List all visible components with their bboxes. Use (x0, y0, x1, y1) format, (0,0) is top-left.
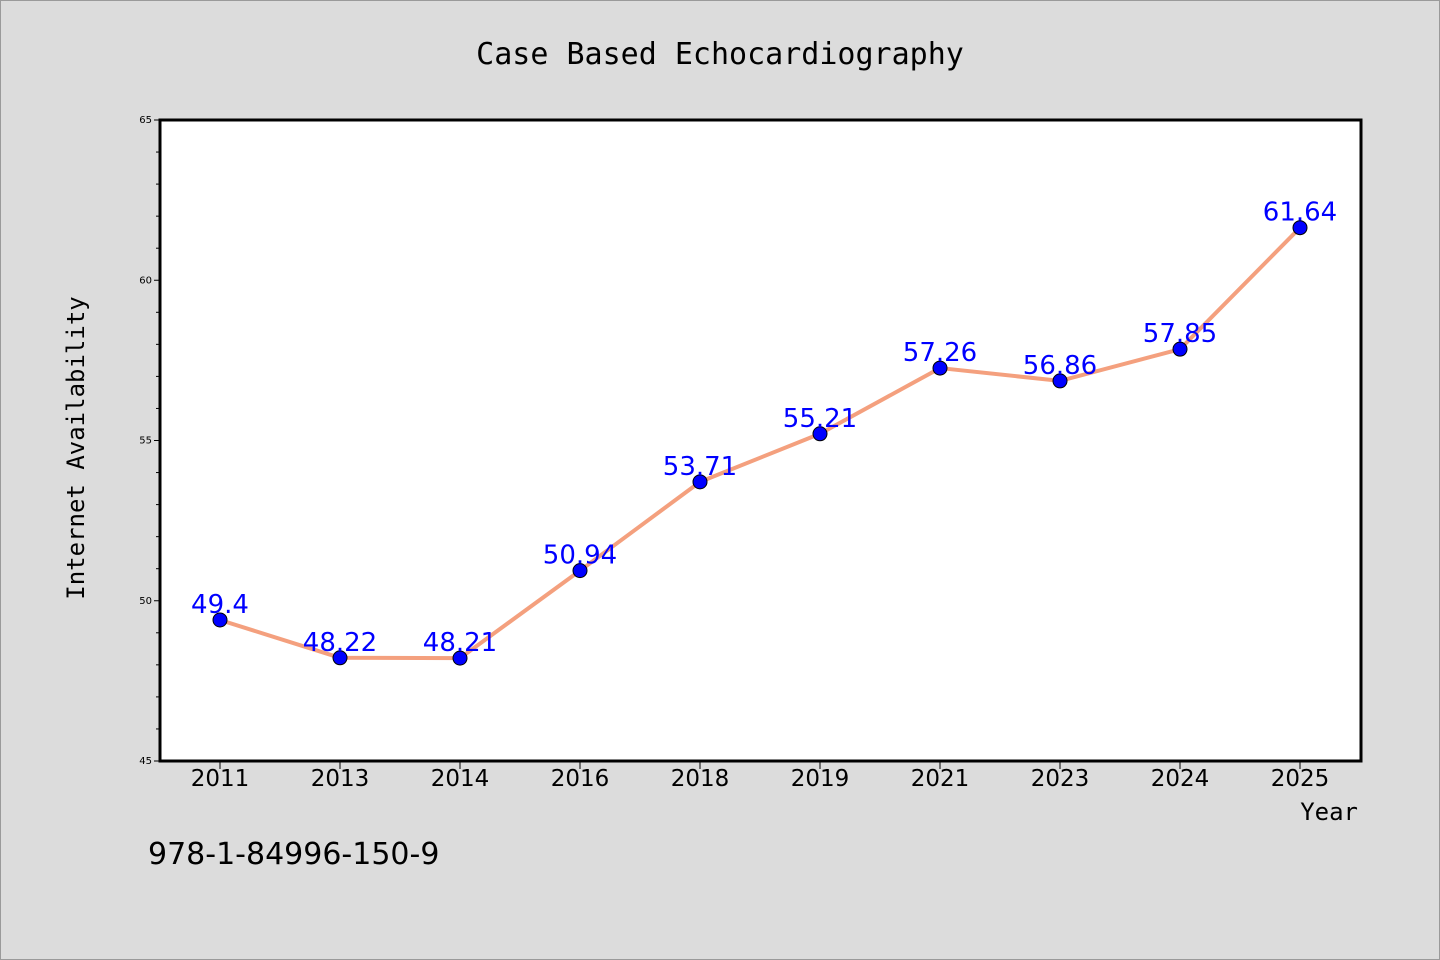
data-label: 48.22 (303, 628, 377, 658)
data-label: 57.85 (1143, 319, 1217, 349)
x-tick-label: 2013 (311, 766, 370, 792)
data-point (1292, 220, 1308, 236)
data-point (212, 612, 228, 628)
x-tick-label: 2025 (1271, 766, 1330, 792)
data-point (1052, 373, 1068, 389)
y-tick-label: 55 (139, 436, 152, 447)
x-tick-label: 2019 (791, 766, 850, 792)
x-tick-label: 2024 (1151, 766, 1210, 792)
y-axis: 45 50 55 60 65 (139, 115, 160, 767)
x-tick-label: 2021 (911, 766, 970, 792)
y-axis-title: Internet Availability (62, 296, 90, 599)
x-axis: 2011 2013 2014 2016 2018 2019 2021 2023 2024 2025 (191, 761, 1330, 792)
data-point (572, 563, 588, 579)
data-label: 61.64 (1263, 198, 1337, 228)
data-label: 48.21 (423, 628, 497, 658)
x-tick-label: 2011 (191, 766, 250, 792)
y-tick-label: 60 (139, 275, 152, 286)
x-tick-label: 2018 (671, 766, 730, 792)
x-tick-label: 2014 (431, 766, 490, 792)
x-tick-label: 2023 (1031, 766, 1090, 792)
chart-title: Case Based Echocardiography (476, 37, 964, 72)
data-point (452, 650, 468, 666)
plot-area (158, 118, 1363, 763)
data-label: 53.71 (663, 452, 737, 482)
footer-isbn: 978-1-84996-150-9 (148, 837, 439, 872)
data-point (932, 360, 948, 376)
data-point (812, 426, 828, 442)
data-point (692, 474, 708, 490)
data-label: 49.4 (191, 590, 249, 620)
x-tick-label: 2016 (551, 766, 610, 792)
data-label: 55.21 (783, 404, 857, 434)
y-tick-label: 50 (139, 596, 152, 607)
series-markers (212, 220, 1308, 666)
data-label: 57.26 (903, 338, 977, 368)
data-labels: 49.4 48.22 48.21 50.94 53.71 55.21 57.26 56.86 5… (191, 198, 1337, 658)
y-tick-label: 65 (139, 115, 152, 126)
series-line (219, 226, 1302, 661)
data-label: 50.94 (543, 541, 617, 571)
data-point (1172, 341, 1188, 357)
data-point (332, 650, 348, 666)
x-axis-title: Year (1300, 798, 1358, 826)
data-label: 56.86 (1023, 351, 1097, 381)
y-tick-label: 45 (139, 756, 152, 767)
